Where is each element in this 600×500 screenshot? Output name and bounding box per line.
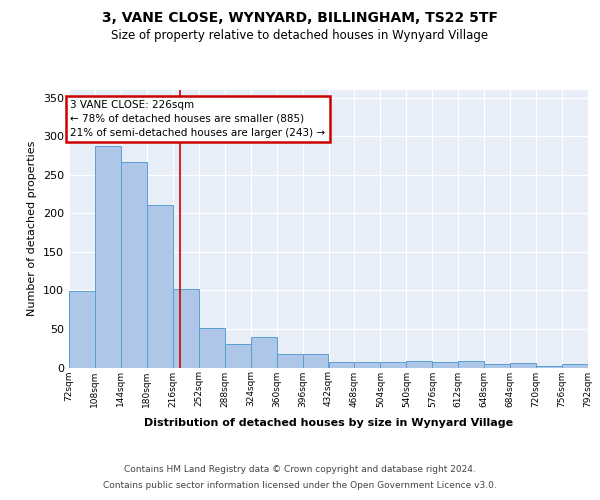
- Bar: [121, 162, 147, 368]
- Text: 3 VANE CLOSE: 226sqm
← 78% of detached houses are smaller (885)
21% of semi-deta: 3 VANE CLOSE: 226sqm ← 78% of detached h…: [70, 100, 326, 138]
- Bar: [277, 354, 302, 368]
- Bar: [173, 289, 199, 368]
- Bar: [224, 344, 251, 368]
- Text: Distribution of detached houses by size in Wynyard Village: Distribution of detached houses by size …: [144, 418, 514, 428]
- Bar: [432, 362, 458, 368]
- Bar: [536, 366, 562, 368]
- Bar: [380, 362, 406, 368]
- Bar: [147, 205, 173, 368]
- Bar: [406, 362, 432, 368]
- Bar: [510, 363, 536, 368]
- Bar: [355, 362, 380, 368]
- Bar: [562, 364, 588, 368]
- Bar: [251, 336, 277, 368]
- Bar: [329, 362, 355, 368]
- Text: Size of property relative to detached houses in Wynyard Village: Size of property relative to detached ho…: [112, 28, 488, 42]
- Bar: [69, 291, 95, 368]
- Bar: [95, 146, 121, 368]
- Bar: [302, 354, 329, 368]
- Text: 3, VANE CLOSE, WYNYARD, BILLINGHAM, TS22 5TF: 3, VANE CLOSE, WYNYARD, BILLINGHAM, TS22…: [102, 10, 498, 24]
- Bar: [484, 364, 510, 368]
- Bar: [458, 362, 484, 368]
- Y-axis label: Number of detached properties: Number of detached properties: [28, 141, 37, 316]
- Bar: [199, 328, 224, 368]
- Text: Contains HM Land Registry data © Crown copyright and database right 2024.: Contains HM Land Registry data © Crown c…: [124, 466, 476, 474]
- Text: Contains public sector information licensed under the Open Government Licence v3: Contains public sector information licen…: [103, 480, 497, 490]
